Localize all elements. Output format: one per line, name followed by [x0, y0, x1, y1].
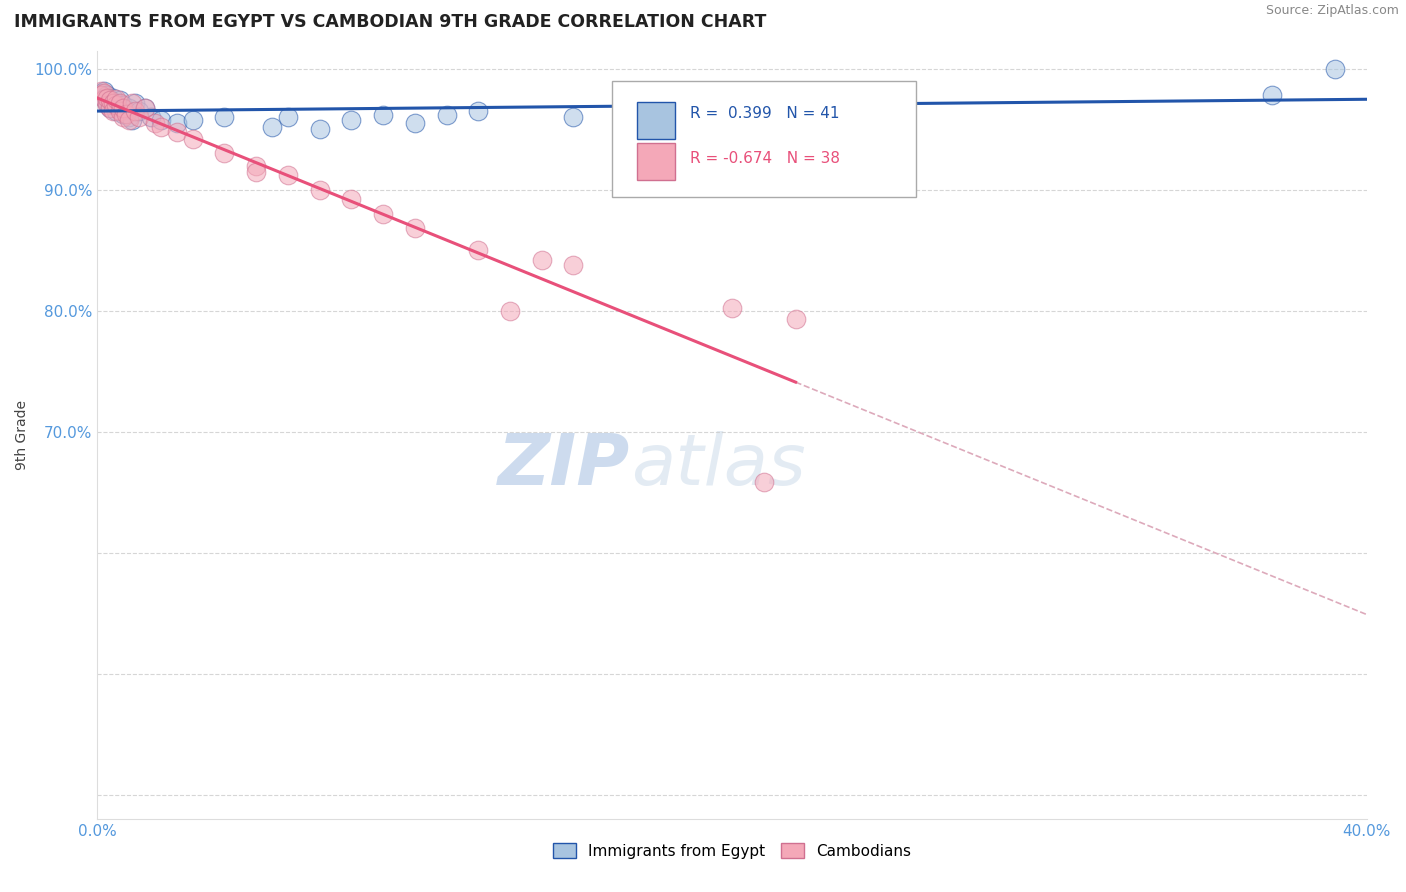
Text: ZIP: ZIP — [498, 431, 630, 500]
Point — [752, 104, 775, 119]
Point — [111, 98, 134, 112]
Point — [371, 108, 394, 122]
Point — [93, 92, 115, 106]
Point — [308, 122, 330, 136]
Point — [111, 101, 134, 115]
Point — [108, 95, 131, 110]
Text: IMMIGRANTS FROM EGYPT VS CAMBODIAN 9TH GRADE CORRELATION CHART: IMMIGRANTS FROM EGYPT VS CAMBODIAN 9TH G… — [14, 13, 766, 31]
Point — [105, 104, 128, 119]
Point — [1324, 62, 1347, 76]
Point — [404, 116, 426, 130]
Point — [96, 91, 118, 105]
Point — [721, 301, 744, 316]
Point — [530, 252, 553, 267]
Point — [141, 110, 163, 124]
Point — [467, 244, 489, 258]
Point — [96, 95, 118, 110]
Point — [98, 93, 121, 107]
Point — [103, 91, 125, 105]
Point — [105, 92, 128, 106]
Point — [124, 104, 146, 119]
Point — [128, 104, 150, 119]
Point — [149, 120, 172, 134]
Point — [181, 112, 204, 127]
Point — [90, 84, 112, 98]
Text: atlas: atlas — [630, 431, 806, 500]
Point — [90, 86, 112, 100]
Point — [562, 258, 585, 272]
Point — [785, 312, 807, 326]
Point — [689, 110, 711, 124]
Point — [103, 95, 125, 110]
FancyBboxPatch shape — [637, 103, 675, 139]
Point — [111, 110, 134, 124]
Y-axis label: 9th Grade: 9th Grade — [15, 400, 30, 470]
Point — [752, 475, 775, 490]
Point — [245, 164, 267, 178]
Point — [128, 110, 150, 124]
Text: R = -0.674   N = 38: R = -0.674 N = 38 — [690, 151, 841, 166]
Point — [96, 98, 118, 112]
Text: R =  0.399   N = 41: R = 0.399 N = 41 — [690, 106, 839, 121]
Point — [108, 101, 131, 115]
Point — [277, 168, 299, 182]
Point — [103, 98, 125, 112]
Point — [105, 95, 128, 110]
Point — [562, 110, 585, 124]
Point — [115, 103, 138, 117]
Point — [118, 101, 141, 115]
Point — [111, 106, 134, 120]
Point — [93, 84, 115, 98]
Point — [245, 159, 267, 173]
Point — [214, 146, 236, 161]
Point — [404, 221, 426, 235]
Point — [181, 132, 204, 146]
Point — [98, 101, 121, 115]
Point — [214, 110, 236, 124]
Point — [371, 207, 394, 221]
Point — [105, 98, 128, 112]
Point — [98, 93, 121, 107]
FancyBboxPatch shape — [612, 81, 917, 196]
Point — [166, 116, 188, 130]
Point — [308, 183, 330, 197]
Point — [166, 125, 188, 139]
Point — [118, 110, 141, 124]
Point — [124, 95, 146, 110]
Point — [149, 112, 172, 127]
Point — [118, 112, 141, 127]
FancyBboxPatch shape — [637, 143, 675, 179]
Point — [121, 95, 143, 110]
Point — [90, 88, 112, 103]
Legend: Immigrants from Egypt, Cambodians: Immigrants from Egypt, Cambodians — [547, 837, 917, 865]
Point — [103, 104, 125, 119]
Point — [340, 193, 363, 207]
Point — [93, 91, 115, 105]
Point — [143, 116, 166, 130]
Point — [134, 101, 156, 115]
Point — [340, 112, 363, 127]
Point — [436, 108, 458, 122]
Point — [260, 120, 283, 134]
Point — [467, 104, 489, 119]
Point — [626, 104, 648, 119]
Point — [134, 101, 156, 115]
Point — [121, 112, 143, 127]
Point — [108, 104, 131, 119]
Point — [115, 106, 138, 120]
Text: Source: ZipAtlas.com: Source: ZipAtlas.com — [1265, 4, 1399, 18]
Point — [1260, 88, 1282, 103]
Point — [277, 110, 299, 124]
Point — [96, 88, 118, 103]
Point — [93, 86, 115, 100]
Point — [108, 93, 131, 107]
Point — [98, 101, 121, 115]
Point — [499, 303, 522, 318]
